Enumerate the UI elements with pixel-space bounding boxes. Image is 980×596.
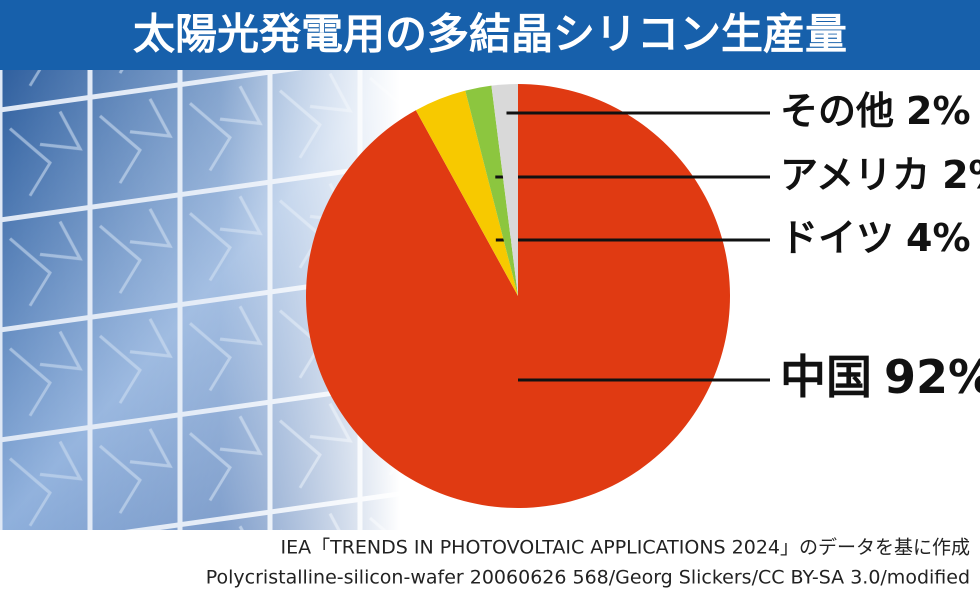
chart-title: 太陽光発電用の多結晶シリコン生産量 <box>133 10 847 59</box>
value-label: 92% <box>884 350 980 404</box>
value-label: 2% <box>942 153 980 197</box>
slice-label: その他 2% <box>780 89 971 133</box>
pie-slice <box>415 90 518 296</box>
pie-slice <box>491 84 518 296</box>
pie-slice <box>465 85 518 296</box>
source-note: IEA「TRENDS IN PHOTOVOLTAIC APPLICATIONS … <box>281 537 971 559</box>
value-label: 4% <box>906 216 971 260</box>
credit-note: Polycristalline-silicon-wafer 20060626 5… <box>206 567 970 589</box>
category-label: その他 <box>780 89 894 133</box>
value-label: 2% <box>906 89 971 133</box>
title-banner <box>0 0 980 70</box>
category-label: ドイツ <box>780 216 894 260</box>
category-label: アメリカ <box>780 153 930 197</box>
slice-label: ドイツ 4% <box>780 216 971 260</box>
category-label: 中国 <box>780 350 872 404</box>
slice-label: アメリカ 2% <box>780 153 980 197</box>
